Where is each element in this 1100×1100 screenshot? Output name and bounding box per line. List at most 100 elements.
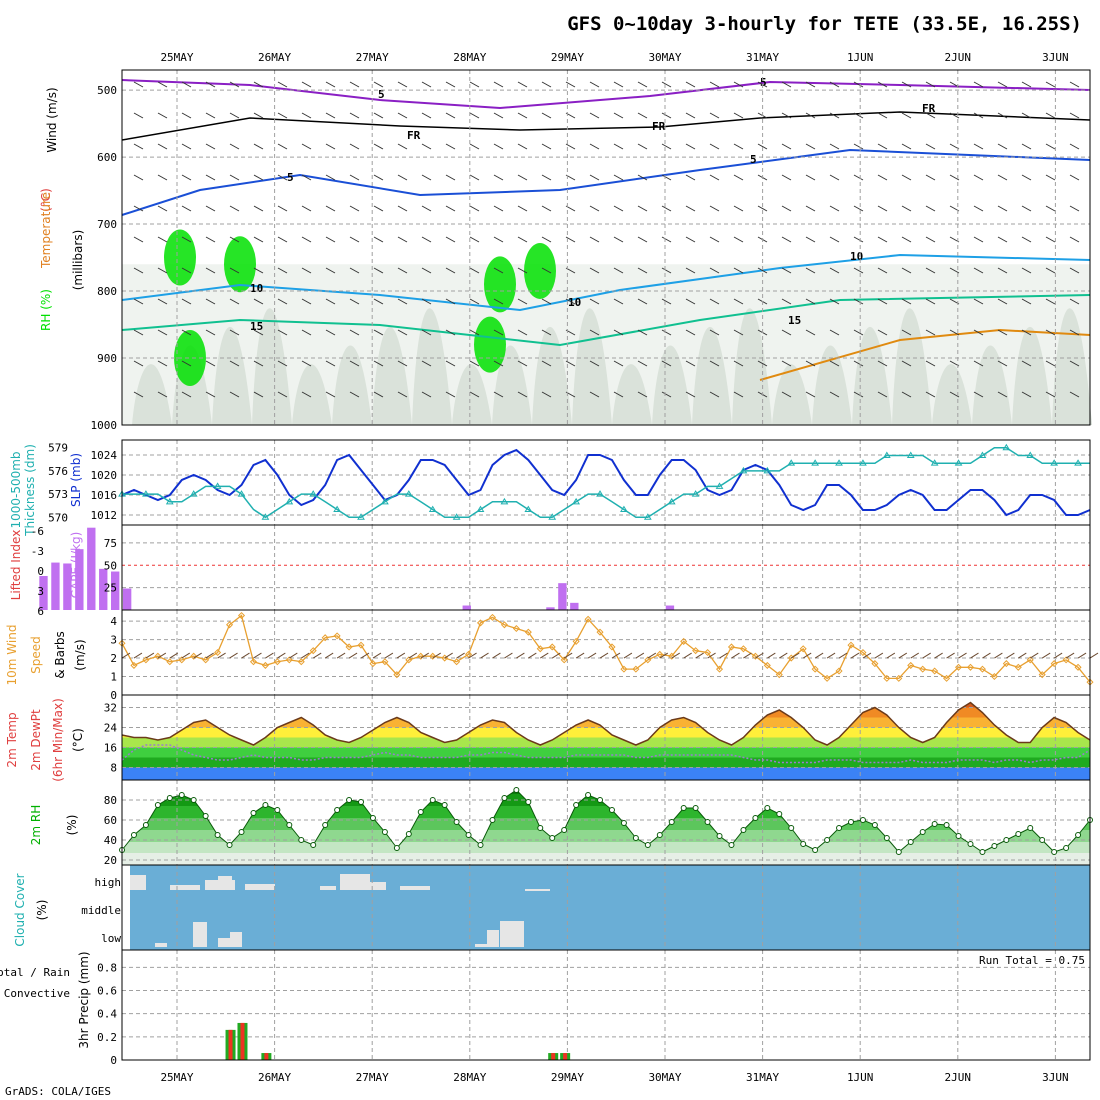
thickness-marker — [428, 505, 437, 513]
wind-barb — [469, 112, 480, 119]
date-label-bottom: 29MAY — [551, 1071, 584, 1084]
precip-axis-label: 3hr Precip (mm) — [77, 951, 91, 1048]
isotherm-minus5 — [121, 79, 1091, 110]
precip-convective-bar — [228, 1029, 233, 1060]
wind-speed-marker — [261, 661, 269, 669]
wind-barb — [733, 205, 744, 212]
wind-speed-marker — [823, 674, 831, 682]
rh-green-blob — [524, 242, 556, 299]
wind-barb — [781, 298, 792, 305]
wind-barb — [265, 652, 274, 659]
wind-barb — [925, 360, 936, 367]
temp-unit-label: (°C) — [71, 728, 85, 752]
wind-barb — [277, 298, 288, 305]
wind-barb — [360, 652, 370, 659]
rh-marker — [298, 837, 305, 843]
precip-convective-bar — [563, 1053, 568, 1060]
thickness-marker — [381, 497, 389, 505]
isotherm-15 — [121, 294, 1091, 347]
thickness-marker — [811, 459, 820, 466]
wind-barb — [301, 112, 312, 119]
wind-barb — [1045, 205, 1056, 212]
wind-barb — [733, 143, 744, 150]
wind-barb — [1069, 236, 1080, 243]
wind-barb — [421, 236, 432, 243]
thickness-marker — [548, 513, 557, 520]
wind-barb — [683, 652, 692, 659]
wind-barb — [862, 652, 872, 659]
wind-speed-marker — [118, 639, 126, 647]
isotherm-10 — [121, 253, 1091, 312]
rh-marker — [429, 797, 436, 803]
wind-barb — [1018, 652, 1027, 659]
wind-barb — [205, 391, 216, 398]
rh-tick: 80 — [104, 794, 117, 807]
wind-barb — [325, 112, 336, 119]
wind-barb — [480, 652, 489, 659]
wind-speed-marker — [273, 658, 281, 666]
wind-barb — [781, 81, 792, 88]
wind-barb — [517, 329, 528, 336]
wind-barb — [901, 112, 912, 119]
wind-barb — [781, 360, 792, 367]
wind-barb — [1021, 112, 1032, 119]
wind-barb — [925, 236, 936, 243]
wind-barb — [492, 652, 501, 659]
wind-barb — [877, 298, 888, 305]
wind-speed-marker — [907, 661, 915, 669]
wind-barb — [589, 236, 600, 243]
wind-barb — [229, 360, 240, 367]
wind-barb — [193, 652, 202, 659]
wind-barb — [397, 236, 408, 243]
wind-barb — [229, 205, 240, 212]
rh-marker — [549, 835, 556, 841]
wind-barb — [229, 143, 240, 150]
precip-convective-label: Convective — [4, 987, 70, 1000]
wind-barb — [997, 112, 1008, 119]
slp-tick: 1012 — [91, 509, 118, 522]
rh-marker — [1003, 837, 1010, 843]
wind-barb — [253, 112, 264, 119]
wind-barb — [181, 652, 191, 659]
wind-barb — [743, 652, 752, 659]
wind-barb — [709, 112, 720, 119]
rh-band-base — [122, 853, 1090, 865]
wind-barb — [901, 360, 912, 367]
rh-marker — [513, 787, 520, 793]
wind-barb — [133, 329, 144, 336]
wind-barb — [973, 143, 984, 150]
wind-barb — [205, 81, 216, 88]
wind-barb — [541, 329, 552, 336]
wind-barb — [589, 298, 600, 305]
wind-barb — [253, 236, 264, 243]
wind-barb — [637, 298, 648, 305]
wind-barb — [349, 360, 360, 367]
wind-barb — [157, 329, 168, 336]
rh-marker — [943, 822, 950, 828]
wind-barb — [997, 329, 1008, 336]
wind-barb — [325, 236, 336, 243]
wind-barb — [469, 143, 480, 150]
wind-barb — [709, 174, 720, 181]
temp-band — [122, 737, 1090, 748]
wind-barb — [325, 329, 336, 336]
wind-barb — [1029, 652, 1039, 659]
thickness-line — [122, 446, 1090, 519]
temp-axis-label: 2m Temp — [5, 712, 19, 767]
wind-barb — [517, 267, 528, 274]
wind-barb — [133, 205, 144, 212]
wind-barb — [169, 652, 179, 659]
wind-barb — [229, 81, 240, 88]
rh-band — [122, 829, 1090, 842]
thickness-marker — [906, 451, 915, 458]
wind-barb — [973, 205, 984, 212]
upper-air-panel: 5 5 FR FR FR 5 5 10 10 10 15 15 500 600 700 800 900 1000 W… — [39, 69, 1092, 432]
wind-barb — [623, 652, 633, 659]
wind-barb — [898, 652, 908, 659]
wind-barb — [814, 652, 824, 659]
wind-barb — [349, 267, 360, 274]
rh-marker — [680, 805, 687, 811]
cape-frame — [121, 524, 1091, 611]
wind-barb — [1021, 143, 1032, 150]
wind-barb — [757, 267, 768, 274]
